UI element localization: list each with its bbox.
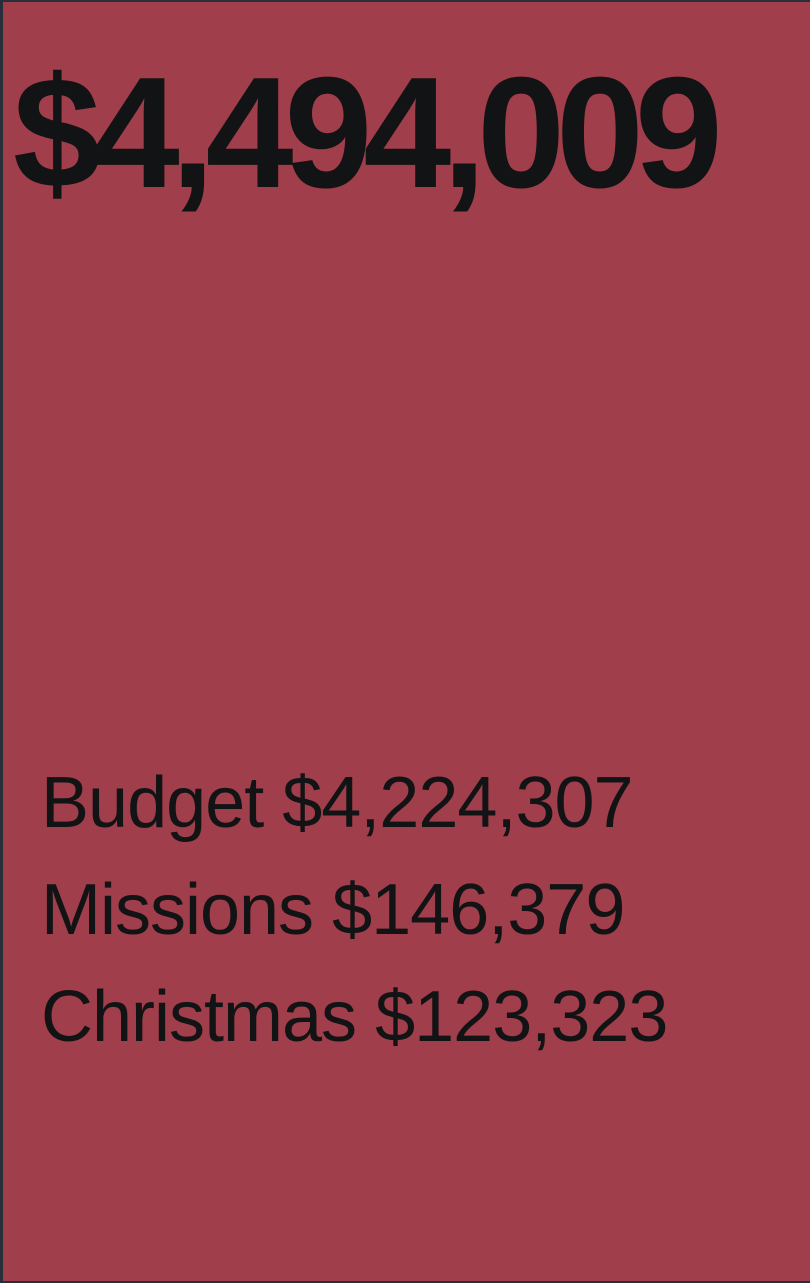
total-amount: $4,494,009 [13, 45, 723, 221]
breakdown-row-budget: Budget $4,224,307 [41, 750, 667, 857]
breakdown-amount: $4,224,307 [282, 763, 633, 843]
breakdown-amount: $146,379 [332, 870, 625, 950]
breakdown-label: Christmas [41, 977, 357, 1057]
giving-summary-panel: $4,494,009 Budget $4,224,307 Missions $1… [3, 2, 810, 1281]
breakdown-row-missions: Missions $146,379 [41, 857, 667, 964]
breakdown-row-christmas: Christmas $123,323 [41, 964, 668, 1071]
breakdown-label: Budget [41, 763, 264, 843]
breakdown-label: Missions [41, 870, 314, 950]
breakdown-amount: $123,323 [375, 977, 668, 1057]
breakdown-list: Budget $4,224,307 Missions $146,379 Chri… [41, 750, 668, 1071]
